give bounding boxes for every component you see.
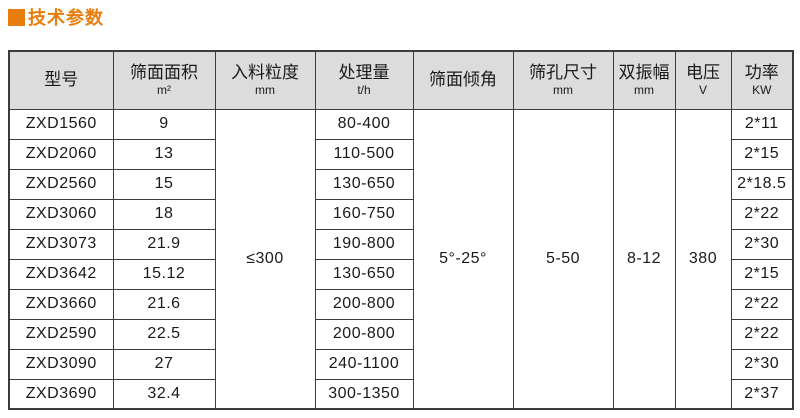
table-row: ZXD2590 22.5 200-800 2*22: [8, 318, 794, 350]
power-cell: 2*22: [730, 288, 794, 320]
area-cell: 32.4: [112, 378, 216, 410]
table-row: ZXD3073 21.9 190-800 2*30: [8, 228, 794, 260]
capacity-cell: 160-750: [314, 198, 414, 230]
area-cell: 27: [112, 348, 216, 380]
title-square-icon: [8, 8, 25, 26]
area-cell: 21.9: [112, 228, 216, 260]
voltage-merged-cell: 380: [674, 108, 732, 410]
table-row: ZXD2060 13 110-500 2*15: [8, 138, 794, 170]
power-cell: 2*18.5: [730, 168, 794, 200]
hole-size-merged-cell: 5-50: [512, 108, 614, 410]
model-cell: ZXD2060: [8, 138, 114, 170]
power-cell: 2*15: [730, 138, 794, 170]
power-cell: 2*37: [730, 378, 794, 410]
area-cell: 21.6: [112, 288, 216, 320]
capacity-cell: 80-400: [314, 108, 414, 140]
model-cell: ZXD2590: [8, 318, 114, 350]
section-title: 技术参数: [8, 6, 800, 28]
power-cell: 2*30: [730, 348, 794, 380]
power-cell: 2*22: [730, 318, 794, 350]
capacity-cell: 130-650: [314, 168, 414, 200]
power-cell: 2*15: [730, 258, 794, 290]
power-cell: 2*22: [730, 198, 794, 230]
model-cell: ZXD3073: [8, 228, 114, 260]
capacity-cell: 110-500: [314, 138, 414, 170]
table-row: ZXD1560 9 ≤300 80-400 5°-25° 5-50 8-12 380 2*11: [8, 108, 794, 410]
table-row: ZXD2560 15 130-650 2*18.5: [8, 168, 794, 200]
col-header-model: 型号: [8, 50, 114, 110]
col-header-power: 功率 KW: [730, 50, 794, 110]
capacity-cell: 200-800: [314, 318, 414, 350]
capacity-cell: 240-1100: [314, 348, 414, 380]
area-cell: 9: [112, 108, 216, 140]
capacity-cell: 130-650: [314, 258, 414, 290]
header-row: 型号 筛面面积 m² 入料粒度 mm 处理量 t/h 筛面倾角 筛孔尺寸 mm: [8, 50, 794, 110]
capacity-cell: 200-800: [314, 288, 414, 320]
model-cell: ZXD3690: [8, 378, 114, 410]
col-header-hole-size: 筛孔尺寸 mm: [512, 50, 614, 110]
model-cell: ZXD1560: [8, 108, 114, 140]
table-row: ZXD3690 32.4 300-1350 2*37: [8, 378, 794, 410]
table-row: ZXD3660 21.6 200-800 2*22: [8, 288, 794, 320]
area-cell: 18: [112, 198, 216, 230]
model-cell: ZXD2560: [8, 168, 114, 200]
model-cell: ZXD3090: [8, 348, 114, 380]
capacity-cell: 300-1350: [314, 378, 414, 410]
col-header-incline: 筛面倾角: [412, 50, 514, 110]
feed-size-merged-cell: ≤300: [214, 108, 316, 410]
section-title-label: 技术参数: [28, 8, 104, 28]
col-header-screen-area: 筛面面积 m²: [112, 50, 216, 110]
capacity-cell: 190-800: [314, 228, 414, 260]
power-cell: 2*11: [730, 108, 794, 140]
col-header-amplitude: 双振幅 mm: [612, 50, 676, 110]
area-cell: 15.12: [112, 258, 216, 290]
col-header-feed-size: 入料粒度 mm: [214, 50, 316, 110]
area-cell: 15: [112, 168, 216, 200]
col-header-voltage: 电压 V: [674, 50, 732, 110]
model-cell: ZXD3060: [8, 198, 114, 230]
power-cell: 2*30: [730, 228, 794, 260]
amplitude-merged-cell: 8-12: [612, 108, 676, 410]
incline-merged-cell: 5°-25°: [412, 108, 514, 410]
model-cell: ZXD3660: [8, 288, 114, 320]
area-cell: 22.5: [112, 318, 216, 350]
table-row: ZXD3090 27 240-1100 2*30: [8, 348, 794, 380]
model-cell: ZXD3642: [8, 258, 114, 290]
table-row: ZXD3060 18 160-750 2*22: [8, 198, 794, 230]
tech-params-table: 型号 筛面面积 m² 入料粒度 mm 处理量 t/h 筛面倾角 筛孔尺寸 mm: [8, 50, 794, 410]
col-header-capacity: 处理量 t/h: [314, 50, 414, 110]
area-cell: 13: [112, 138, 216, 170]
